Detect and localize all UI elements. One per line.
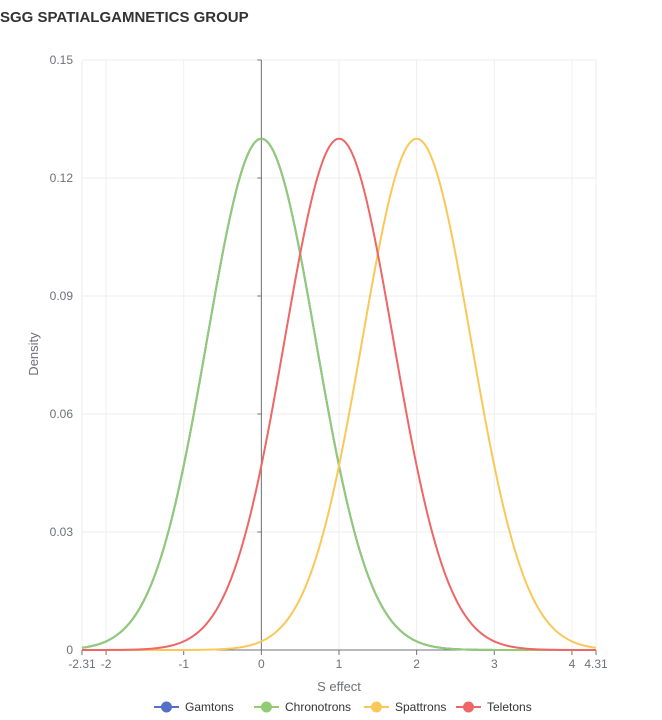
legend-label: Gamtons (185, 700, 234, 714)
x-tick-label: 1 (336, 657, 343, 671)
series-line-teletons (82, 137, 596, 651)
x-tick-label: 2 (413, 657, 420, 671)
y-tick-label: 0.12 (50, 171, 74, 185)
y-axis-label: Density (26, 332, 41, 376)
legend-label: Teletons (487, 700, 532, 714)
x-tick-label: 4 (569, 657, 576, 671)
legend: Gamtons Chronotrons Spattrons Teletons (154, 700, 532, 714)
y-tick-label: 0.06 (50, 407, 74, 421)
chart-title: SGG SPATIALGAMNETICS GROUP (0, 9, 249, 26)
legend-item-gamtons: Gamtons (154, 700, 234, 714)
x-tick-label: 0 (258, 657, 265, 671)
x-tick-label: -2.31 (68, 657, 96, 671)
legend-item-teletons: Teletons (456, 700, 532, 714)
x-axis-label: S effect (317, 679, 361, 694)
legend-swatch-dot (463, 701, 474, 713)
y-tick-label: 0.09 (50, 289, 74, 303)
y-tick-label: 0.03 (50, 525, 74, 539)
legend-item-chronotrons: Chronotrons (254, 700, 351, 714)
series-lines (81, 137, 597, 651)
x-tick-label: 3 (491, 657, 498, 671)
series-line-spattrons (82, 137, 597, 651)
legend-swatch-dot (261, 701, 272, 713)
legend-swatch-dot (161, 701, 172, 713)
y-tick-label: 0.15 (50, 53, 74, 67)
legend-swatch-dot (371, 701, 382, 713)
legend-item-spattrons: Spattrons (364, 700, 446, 714)
x-tick-label: -1 (178, 657, 189, 671)
legend-label: Spattrons (395, 700, 446, 714)
x-tick-label: -2 (101, 657, 112, 671)
legend-label: Chronotrons (285, 700, 351, 714)
tick-labels: 0 0.03 0.06 0.09 0.12 0.15 -2.31 -2 -1 0 1 2 3 4 4.31 (50, 53, 608, 671)
y-tick-label: 0 (66, 643, 73, 657)
x-tick-label: 4.31 (584, 657, 608, 671)
